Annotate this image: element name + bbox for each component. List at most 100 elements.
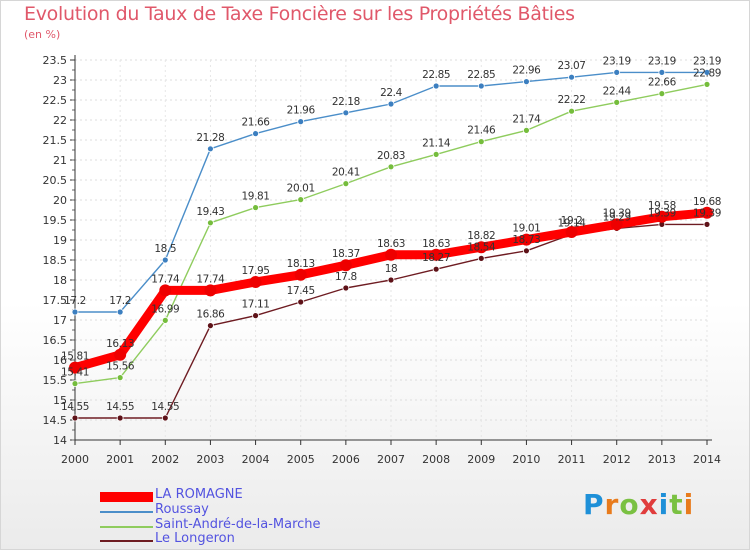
data-label-le-longeron: 19.39	[693, 207, 721, 219]
data-label-le-longeron: 19.39	[648, 207, 676, 219]
y-tick-label: 15.5	[43, 374, 68, 387]
legend-swatch	[100, 540, 153, 542]
x-tick-label: 2009	[467, 453, 495, 466]
series-point-saint-andr-de-la-marche	[432, 150, 440, 158]
y-tick-label: 17.5	[43, 294, 68, 307]
data-label-saint-andr-de-la-marche: 20.83	[377, 150, 405, 162]
series-point-la-romagne	[159, 284, 172, 297]
legend-swatch	[100, 526, 153, 528]
legend-label: Saint-André-de-la-Marche	[155, 517, 321, 532]
logo-letter: i	[658, 488, 670, 521]
x-tick-label: 2008	[422, 453, 450, 466]
chart-title: Evolution du Taux de Taxe Foncière sur l…	[24, 3, 575, 25]
series-point-saint-andr-de-la-marche	[297, 196, 305, 204]
data-label-le-longeron: 17.11	[242, 299, 270, 311]
y-tick-label: 18.5	[43, 254, 68, 267]
data-label-saint-andr-de-la-marche: 19.81	[242, 191, 270, 203]
series-point-saint-andr-de-la-marche	[207, 219, 214, 227]
series-point-roussay	[523, 78, 530, 85]
series-point-roussay	[387, 100, 395, 108]
x-tick-label: 2002	[151, 453, 179, 466]
data-label-roussay: 23.19	[603, 55, 631, 67]
data-label-le-longeron: 18.73	[512, 234, 540, 246]
series-point-le-longeron	[387, 276, 395, 284]
y-tick-label: 21.5	[43, 134, 68, 147]
series-point-saint-andr-de-la-marche	[387, 163, 395, 171]
data-label-roussay: 21.96	[287, 105, 316, 117]
series-point-la-romagne	[339, 259, 352, 272]
y-tick-label: 23	[53, 74, 67, 87]
data-label-saint-andr-de-la-marche: 22.44	[603, 85, 632, 97]
data-label-la-romagne: 18.63	[377, 238, 405, 250]
data-label-roussay: 23.19	[648, 55, 676, 67]
x-tick-label: 2014	[693, 453, 721, 466]
data-label-le-longeron: 19.29	[603, 211, 631, 223]
data-label-le-longeron: 14.55	[61, 401, 89, 413]
series-point-roussay	[432, 82, 440, 90]
series-point-le-longeron	[207, 322, 214, 330]
data-label-la-romagne: 19.39	[603, 207, 631, 219]
data-label-saint-andr-de-la-marche: 20.01	[287, 183, 315, 195]
x-tick-label: 2004	[242, 453, 270, 466]
data-label-saint-andr-de-la-marche: 22.22	[558, 94, 586, 106]
series-point-le-longeron	[252, 312, 259, 320]
y-tick-label: 17	[53, 314, 67, 327]
series-point-saint-andr-de-la-marche	[71, 380, 79, 388]
logo-letter: r	[604, 488, 620, 521]
y-tick-label: 21	[53, 154, 67, 167]
series-point-roussay	[252, 130, 259, 138]
y-tick-label: 18	[53, 274, 67, 287]
data-label-le-longeron: 18	[385, 263, 398, 275]
x-tick-label: 2011	[558, 453, 586, 466]
series-point-saint-andr-de-la-marche	[658, 90, 666, 97]
data-label-saint-andr-de-la-marche: 19.43	[196, 206, 224, 218]
data-label-le-longeron: 16.86	[196, 309, 225, 321]
series-point-la-romagne	[385, 248, 397, 261]
y-tick-label: 20	[53, 194, 67, 207]
legend-swatch	[100, 511, 153, 513]
data-label-la-romagne: 18.63	[422, 238, 450, 250]
unit-label: (en %)	[24, 28, 61, 41]
series-point-le-longeron	[342, 284, 350, 292]
x-tick-label: 2005	[287, 453, 315, 466]
data-label-le-longeron: 17.45	[287, 285, 315, 297]
series-point-le-longeron	[297, 298, 305, 306]
data-label-le-longeron: 19.14	[558, 217, 587, 229]
data-label-roussay: 22.85	[467, 69, 495, 81]
series-point-roussay	[161, 256, 169, 264]
data-label-roussay: 21.66	[242, 117, 271, 129]
y-tick-label: 22.5	[43, 94, 68, 107]
y-tick-label: 16	[53, 354, 67, 367]
y-tick-label: 16.5	[43, 334, 68, 347]
series-line-saint-andr-de-la-marche	[74, 83, 708, 385]
series-point-la-romagne	[565, 226, 578, 238]
series-point-la-romagne	[114, 348, 127, 361]
series-point-saint-andr-de-la-marche	[116, 374, 124, 382]
series-point-roussay	[703, 69, 711, 76]
data-label-la-romagne: 17.74	[196, 273, 225, 285]
x-tick-label: 2003	[196, 453, 224, 466]
x-tick-label: 2013	[648, 453, 676, 466]
proxiti-logo: Proxiti	[583, 488, 694, 521]
series-point-le-longeron	[432, 265, 440, 273]
data-label-saint-andr-de-la-marche: 21.14	[422, 137, 451, 149]
logo-letter: t	[669, 488, 684, 521]
series-point-le-longeron	[523, 247, 530, 255]
series-point-roussay	[207, 145, 214, 153]
series-point-la-romagne	[475, 241, 488, 254]
data-label-la-romagne: 15.81	[61, 351, 89, 363]
series-point-saint-andr-de-la-marche	[477, 138, 485, 146]
data-label-roussay: 22.4	[380, 87, 402, 99]
data-label-saint-andr-de-la-marche: 22.66	[648, 77, 677, 89]
x-tick-label: 2010	[512, 453, 540, 466]
logo-letter: o	[619, 488, 640, 521]
series-point-la-romagne	[249, 276, 262, 288]
legend-label: Le Longeron	[155, 531, 235, 546]
data-label-saint-andr-de-la-marche: 15.41	[61, 367, 89, 379]
legend-label: LA ROMAGNE	[155, 487, 243, 502]
data-label-roussay: 23.19	[693, 55, 721, 67]
y-tick-label: 23.5	[43, 54, 68, 67]
data-label-saint-andr-de-la-marche: 21.46	[467, 125, 496, 137]
data-label-roussay: 17.2	[109, 295, 131, 307]
